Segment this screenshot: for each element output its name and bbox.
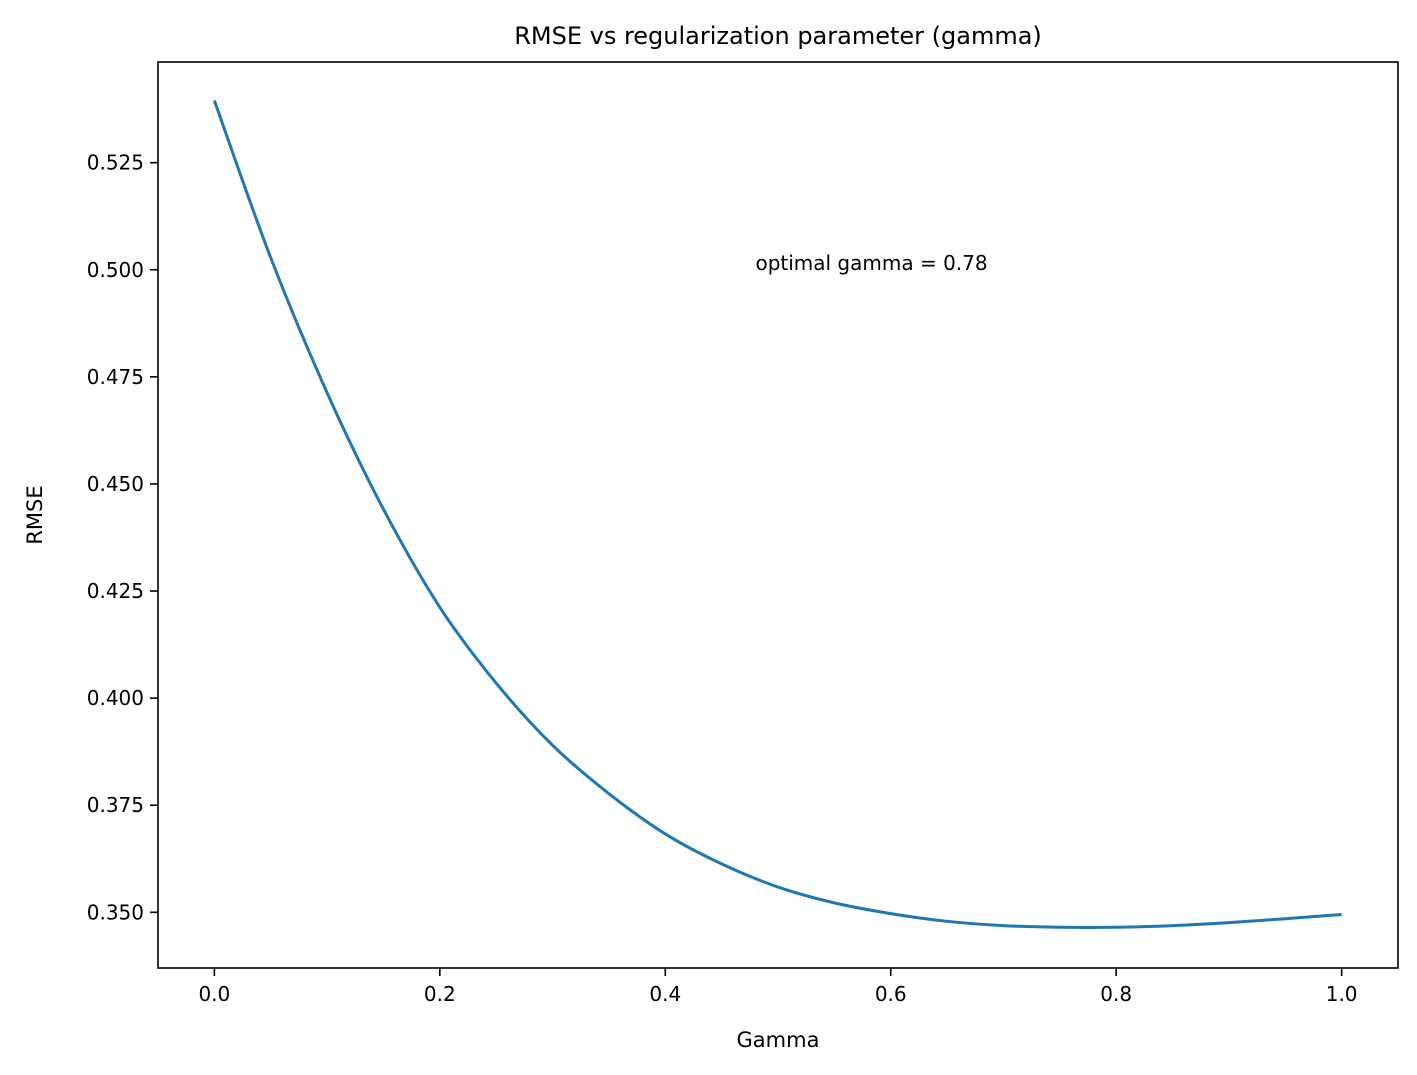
y-tick-label: 0.475 <box>87 365 144 389</box>
y-tick-label: 0.375 <box>87 793 144 817</box>
axes-frame <box>157 61 1399 969</box>
x-tick-label: 1.0 <box>1326 982 1358 1006</box>
y-tick-label: 0.400 <box>87 686 144 710</box>
x-axis-title: Gamma <box>737 1028 820 1052</box>
x-tick-label: 0.0 <box>198 982 230 1006</box>
y-tick-label: 0.525 <box>87 151 144 175</box>
x-axis: 0.0 0.2 0.4 0.6 0.8 1.0 <box>198 968 1358 1006</box>
y-tick-label: 0.500 <box>87 258 144 282</box>
y-axis: 0.350 0.375 0.400 0.425 0.450 0.475 0.500 0.525 <box>87 151 158 924</box>
rmse-series-line <box>212 100 1342 930</box>
y-axis-title: RMSE <box>23 485 47 544</box>
x-tick-label: 0.8 <box>1100 982 1132 1006</box>
y-tick-label: 0.450 <box>87 472 144 496</box>
chart-title: RMSE vs regularization parameter (gamma) <box>514 22 1042 50</box>
y-tick-label: 0.425 <box>87 579 144 603</box>
x-tick-label: 0.6 <box>875 982 907 1006</box>
plot-area <box>212 100 1342 930</box>
x-tick-label: 0.2 <box>424 982 456 1006</box>
optimal-gamma-annotation: optimal gamma = 0.78 <box>755 251 987 275</box>
x-tick-label: 0.4 <box>649 982 681 1006</box>
y-tick-label: 0.350 <box>87 900 144 924</box>
